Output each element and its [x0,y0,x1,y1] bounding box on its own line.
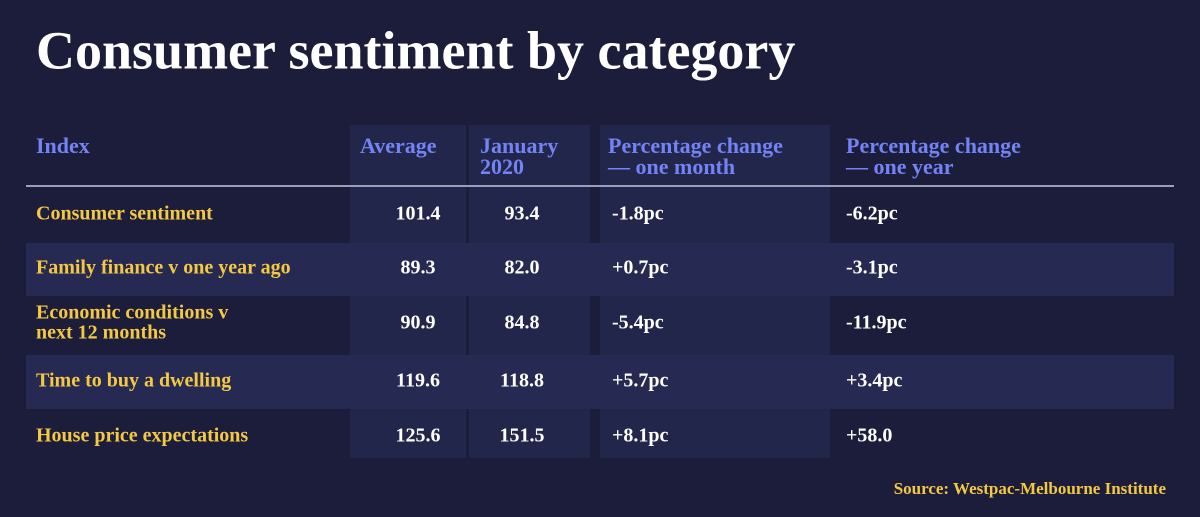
row-label: House price expectations [36,425,248,447]
cell-value: 84.8 [505,312,540,334]
cell-value: 89.3 [401,257,436,279]
cell-value: -6.2pc [846,203,898,225]
source: Source: Westpac-Melbourne Institute [894,479,1167,498]
cell-value: 119.6 [396,370,440,392]
cell-value: +5.7pc [612,370,669,392]
cell-value: -5.4pc [612,312,664,334]
cell-value: +8.1pc [612,425,669,447]
cell-value: -11.9pc [846,312,907,334]
row-band [26,243,1174,296]
cell-value: 118.8 [500,370,544,392]
cell-value: 125.6 [396,425,441,447]
row-label: Economic conditions v [36,302,228,324]
column-header: Percentage change [846,133,1021,158]
cell-value: +58.0 [846,425,892,447]
cell-value: 90.9 [401,312,436,334]
column-header: Index [36,133,90,158]
cell-value: -1.8pc [612,203,664,225]
column-header: 2020 [480,154,524,179]
column-header: Percentage change [608,133,783,158]
cell-value: 151.5 [500,425,545,447]
cell-value: +3.4pc [846,370,903,392]
column-header: January [480,133,558,158]
row-label: next 12 months [36,322,166,344]
cell-value: -3.1pc [846,257,898,279]
cell-value: 101.4 [396,203,441,225]
row-label: Consumer sentiment [36,203,213,225]
cell-value: +0.7pc [612,257,669,279]
title: Consumer sentiment by category [36,20,795,80]
column-header: — one year [845,154,954,179]
cell-value: 82.0 [505,257,540,279]
column-header: — one month [607,154,735,179]
row-label: Time to buy a dwelling [36,370,231,392]
cell-value: 93.4 [505,203,540,225]
row-band [26,355,1174,409]
column-header: Average [360,133,437,158]
row-label: Family finance v one year ago [36,257,291,279]
